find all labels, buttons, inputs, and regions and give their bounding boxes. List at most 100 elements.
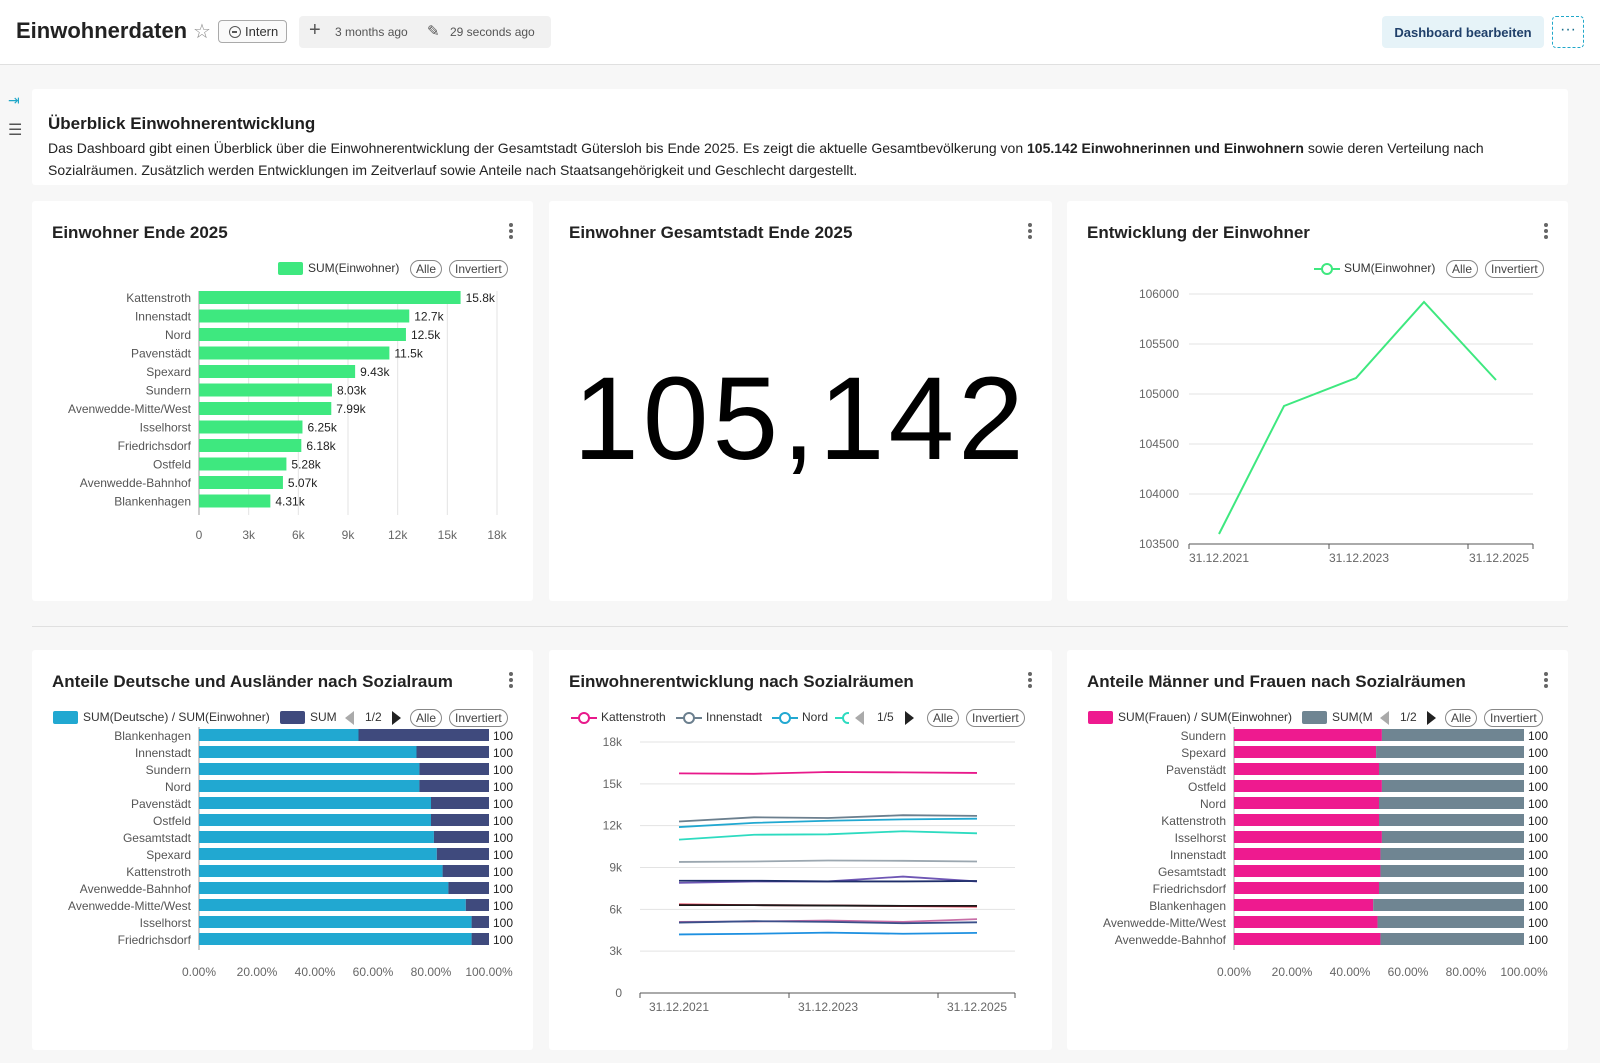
legend-all-button[interactable]: Alle xyxy=(410,260,443,278)
bar-segment-secondary xyxy=(431,814,489,826)
legend-label-innenstadt[interactable]: Innenstadt xyxy=(706,710,763,724)
y-tick-label: 104500 xyxy=(1139,437,1179,451)
y-category-label: Avenwedde-Mitte/West xyxy=(68,402,192,416)
y-tick-label: 105000 xyxy=(1139,387,1179,401)
bar-value-label: 11.5k xyxy=(394,347,423,361)
bar xyxy=(199,365,356,378)
circle-minus-icon xyxy=(229,26,241,38)
x-tick-label: 31.12.2021 xyxy=(649,1000,709,1014)
y-category-label: Friedrichsdorf xyxy=(1153,882,1227,896)
bar-value-label: 6.18k xyxy=(306,439,336,453)
bar xyxy=(199,291,461,304)
y-tick-label: 15k xyxy=(603,777,623,791)
legend-inverted-button[interactable]: Invertiert xyxy=(1485,260,1544,278)
legend-label-b[interactable]: SUM xyxy=(310,710,337,724)
x-tick-label: 0.00% xyxy=(182,965,216,979)
bar-value-label: 12.5k xyxy=(411,328,441,342)
bar-segment-secondary xyxy=(1379,882,1524,894)
bar-total-label: 100 xyxy=(1528,865,1548,879)
legend-all-button[interactable]: Alle xyxy=(1446,260,1479,278)
legend-all-button[interactable]: Alle xyxy=(927,709,960,727)
dashboard-header: Einwohnerdaten ☆ Intern + 3 months ago ✎… xyxy=(0,0,1600,65)
bar-segment-secondary xyxy=(1377,916,1524,928)
legend-label[interactable]: SUM(Einwohner) xyxy=(308,261,400,275)
bar-total-label: 100 xyxy=(493,814,513,828)
legend-inverted-button[interactable]: Invertiert xyxy=(966,709,1025,727)
y-category-label: Spexard xyxy=(1181,746,1226,760)
legend-label-a[interactable]: SUM(Frauen) / SUM(Einwohner) xyxy=(1118,710,1293,724)
pencil-icon: ✎ xyxy=(427,23,440,40)
y-category-label: Friedrichsdorf xyxy=(118,439,192,453)
legend-inverted-button[interactable]: Invertiert xyxy=(1484,709,1543,727)
expand-filter-panel-icon[interactable]: ⇥ xyxy=(8,92,20,108)
bar-segment-primary xyxy=(199,899,466,911)
y-category-label: Pavenstädt xyxy=(1166,763,1227,777)
bar-total-label: 100 xyxy=(1528,916,1548,930)
dashboard-title: Einwohnerdaten xyxy=(16,18,188,43)
y-tick-label: 106000 xyxy=(1139,287,1179,301)
bar-total-label: 100 xyxy=(1528,763,1548,777)
bar-segment-secondary xyxy=(1380,933,1524,945)
legend-label-a[interactable]: SUM(Deutsche) / SUM(Einwohner) xyxy=(83,710,270,724)
legend-line-marker xyxy=(772,712,798,724)
legend-all-button[interactable]: Alle xyxy=(410,709,443,727)
filter-icon[interactable]: ☰ xyxy=(8,122,23,139)
bar-segment-secondary xyxy=(1376,746,1524,758)
legend-prev-icon[interactable] xyxy=(855,711,864,725)
bar xyxy=(199,457,287,471)
card-menu-icon[interactable] xyxy=(1544,672,1548,688)
legend-all-button[interactable]: Alle xyxy=(1445,709,1478,727)
legend-label-b[interactable]: SUM(M xyxy=(1332,710,1372,724)
bar-segment-primary xyxy=(1234,831,1382,843)
bar-value-label: 4.31k xyxy=(275,495,305,509)
edit-dashboard-button[interactable]: Dashboard bearbeiten xyxy=(1382,16,1544,48)
legend-label-kattenstroth[interactable]: Kattenstroth xyxy=(601,710,666,724)
legend-next-icon[interactable] xyxy=(392,711,401,725)
legend-line-marker xyxy=(571,712,597,724)
multi-line-chart: 0 3k 6k 9k 12k 15k 18k 31.12.2021 31.12.2023 31.1… xyxy=(603,735,1016,1014)
y-category-label: Avenwedde-Mitte/West xyxy=(68,899,192,913)
legend-next-icon[interactable] xyxy=(905,711,914,725)
card-menu-icon[interactable] xyxy=(509,223,513,239)
y-category-label: Nord xyxy=(1200,797,1226,811)
y-tick-label: 105500 xyxy=(1139,337,1179,351)
line-series xyxy=(678,931,978,936)
legend-prev-icon[interactable] xyxy=(1380,711,1389,725)
line-series xyxy=(678,771,978,775)
bar xyxy=(199,494,271,508)
modified-time: 29 seconds ago xyxy=(450,25,535,39)
y-tick-label: 103500 xyxy=(1139,537,1179,551)
chart-title: Entwicklung der Einwohner xyxy=(1087,223,1310,242)
y-category-label: Avenwedde-Bahnhof xyxy=(80,476,192,490)
legend-next-icon[interactable] xyxy=(1427,711,1436,725)
card-menu-icon[interactable] xyxy=(509,672,513,688)
y-tick-label: 3k xyxy=(609,944,623,958)
legend-label[interactable]: SUM(Einwohner) xyxy=(1344,261,1436,275)
card-menu-icon[interactable] xyxy=(1544,223,1548,239)
y-category-label: Sundern xyxy=(146,384,191,398)
intro-text: Das Dashboard gibt einen Überblick über … xyxy=(48,137,1538,181)
y-category-label: Kattenstroth xyxy=(126,865,191,879)
bar-segment-primary xyxy=(199,933,472,945)
card-menu-icon[interactable] xyxy=(1028,672,1032,688)
bar-total-label: 100 xyxy=(493,882,513,896)
y-category-label: Innenstadt xyxy=(135,310,192,324)
legend-prev-icon[interactable] xyxy=(345,711,354,725)
bar xyxy=(199,383,332,397)
legend-inverted-button[interactable]: Invertiert xyxy=(449,260,508,278)
chart-card-entwicklung-sozialraeume: Einwohnerentwicklung nach Sozialräumen K… xyxy=(549,650,1052,1050)
created-time: 3 months ago xyxy=(335,25,408,39)
legend-swatch xyxy=(1088,711,1113,724)
legend-inverted-button[interactable]: Invertiert xyxy=(449,709,508,727)
intro-heading: Überblick Einwohnerentwicklung xyxy=(48,114,316,133)
more-icon[interactable]: ··· xyxy=(1552,16,1584,48)
card-menu-icon[interactable] xyxy=(1028,223,1032,239)
y-category-label: Innenstadt xyxy=(135,746,192,760)
bar-segment-secondary xyxy=(471,916,489,928)
favorite-star-icon[interactable]: ☆ xyxy=(193,21,211,43)
line-series xyxy=(678,814,978,823)
visibility-tag[interactable]: Intern xyxy=(218,20,288,43)
y-category-label: Sundern xyxy=(1181,729,1226,743)
bar-segment-secondary xyxy=(1373,899,1524,911)
legend-label-nord[interactable]: Nord xyxy=(802,710,829,724)
